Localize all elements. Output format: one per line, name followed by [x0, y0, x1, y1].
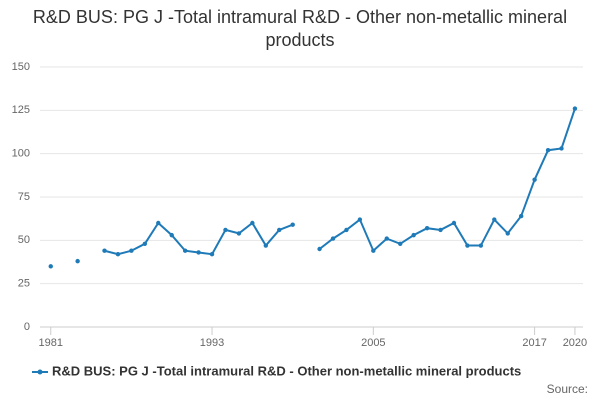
point	[129, 248, 134, 253]
point	[505, 231, 510, 236]
y-tick-label: 50	[18, 234, 30, 246]
point	[209, 252, 215, 257]
point	[411, 232, 416, 238]
point	[290, 222, 295, 227]
point	[371, 248, 376, 253]
point	[545, 148, 551, 153]
point	[492, 217, 497, 222]
point	[357, 217, 363, 222]
y-tick-label: 150	[12, 61, 30, 73]
point	[344, 227, 349, 233]
point	[115, 252, 121, 257]
legend-label: R&D BUS: PG J -Total intramural R&D - Ot…	[52, 363, 521, 378]
point	[317, 246, 322, 252]
point	[48, 264, 53, 269]
point	[330, 236, 336, 241]
series-line	[104, 108, 576, 256]
legend-marker	[37, 369, 43, 375]
x-tick-label: 1981	[39, 337, 63, 349]
point	[142, 241, 148, 246]
x-tick-label: 1993	[200, 337, 224, 349]
point	[478, 243, 484, 248]
point	[102, 248, 107, 253]
point	[277, 227, 282, 233]
y-tick-label: 100	[12, 148, 30, 160]
x-tick-label: 2005	[361, 337, 385, 349]
y-tick-label: 75	[18, 191, 30, 203]
x-tick-label: 2017	[522, 337, 546, 349]
point	[223, 227, 228, 233]
point	[559, 146, 564, 151]
point	[75, 258, 80, 264]
y-tick-label: 0	[24, 321, 30, 333]
point	[572, 106, 578, 111]
x-tick-label: 2020	[563, 337, 587, 349]
point	[169, 232, 174, 238]
point	[263, 243, 269, 248]
point	[236, 231, 242, 236]
y-tick-label: 125	[12, 104, 30, 116]
point	[250, 220, 255, 226]
point	[424, 226, 430, 231]
source: Source:	[547, 382, 588, 396]
y-tick-label: 25	[18, 278, 30, 290]
point	[196, 250, 201, 255]
point	[384, 236, 389, 241]
point	[532, 177, 537, 182]
point	[398, 241, 403, 246]
point	[438, 227, 443, 233]
point	[182, 248, 188, 253]
point	[156, 220, 161, 226]
chart-title: R&D BUS: PG J -Total intramural R&D - Ot…	[32, 7, 568, 50]
point	[465, 243, 470, 248]
point	[518, 213, 524, 219]
point	[451, 220, 457, 226]
